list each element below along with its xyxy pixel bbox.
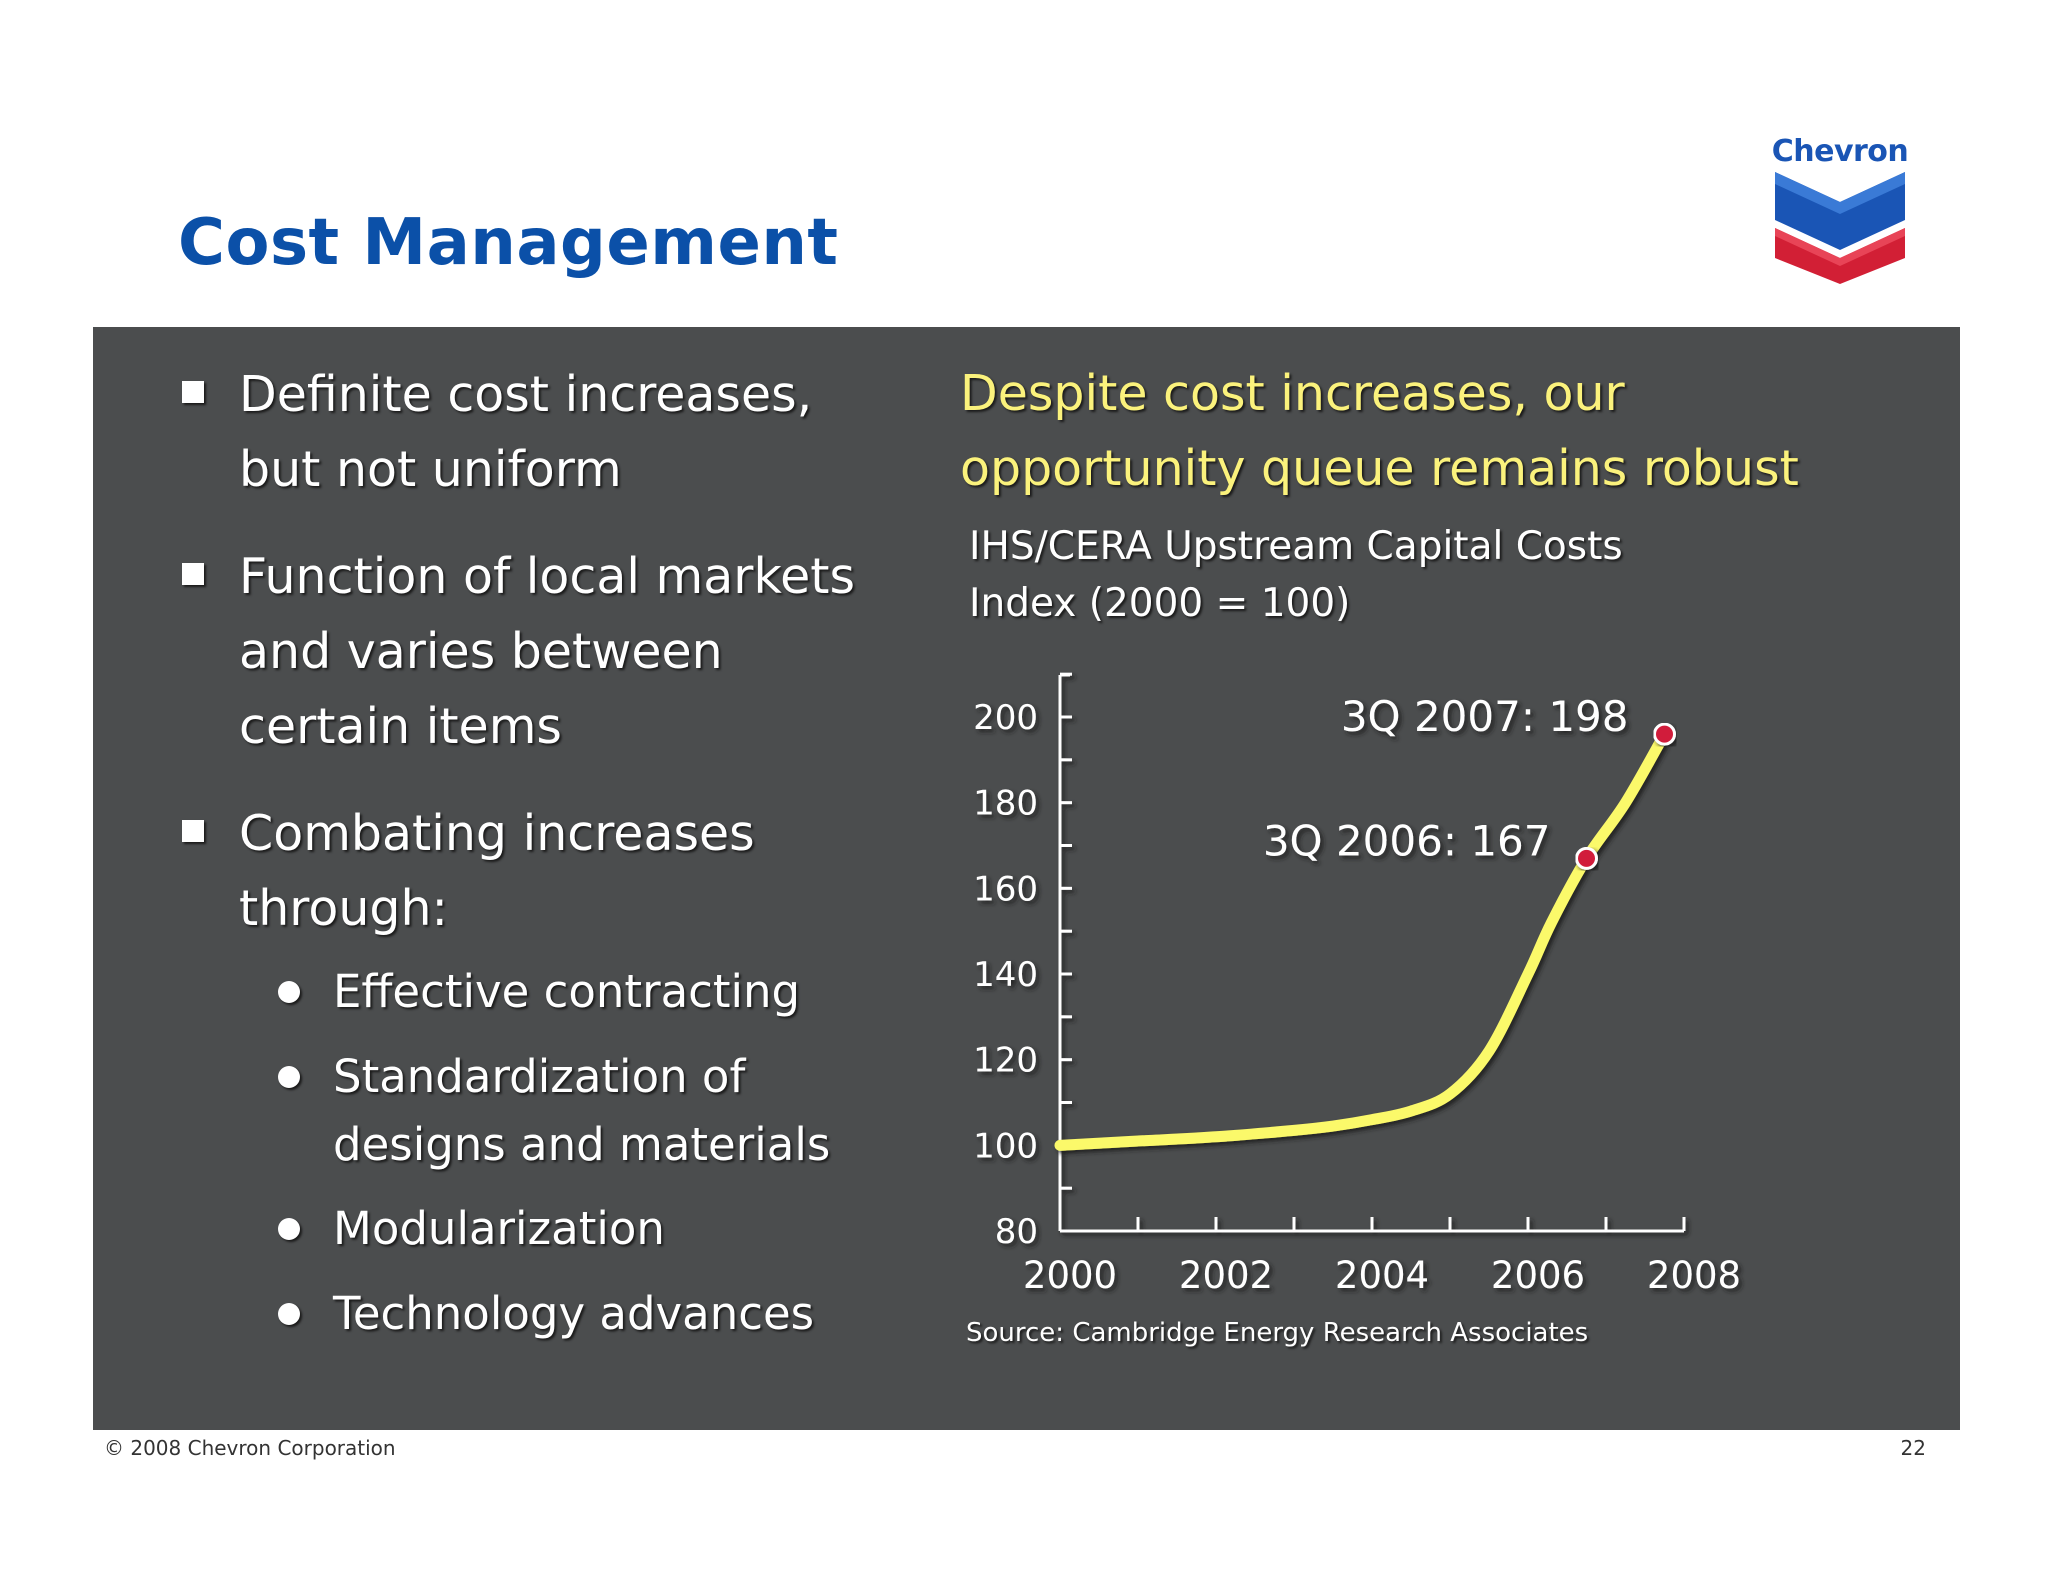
round-bullet-icon — [278, 1066, 300, 1088]
x-tick-label: 2006 — [1491, 1254, 1585, 1297]
chevron-logo: Chevron — [1765, 134, 1915, 294]
y-tick-label: 160 — [973, 869, 1038, 909]
sub-bullet-contracting: Effective contracting — [278, 958, 801, 1026]
square-bullet-icon — [182, 563, 204, 585]
y-tick-label: 120 — [973, 1041, 1038, 1081]
content-panel — [93, 327, 1960, 1430]
bullet-line: Definite cost increases, — [239, 366, 813, 423]
bullet-line: and varies between — [239, 623, 723, 680]
chart-title-line: IHS/CERA Upstream Capital Costs — [969, 524, 1623, 569]
sub-bullet-technology: Technology advances — [278, 1280, 815, 1348]
footer-copyright: © 2008 Chevron Corporation — [104, 1436, 396, 1460]
headline-line: Despite cost increases, our — [960, 365, 1625, 422]
square-bullet-icon — [182, 381, 204, 403]
y-tick-label: 180 — [973, 784, 1038, 824]
y-tick-label: 100 — [973, 1126, 1038, 1166]
round-bullet-icon — [278, 1303, 300, 1325]
sub-bullet-line: Technology advances — [333, 1287, 815, 1340]
data-point-label: 3Q 2007: 198 — [1341, 692, 1629, 741]
axis-lines — [1058, 672, 1686, 1233]
sub-bullet-line: designs and materials — [333, 1118, 831, 1171]
x-tick-label: 2000 — [1023, 1254, 1117, 1297]
bullet-line: through: — [239, 880, 449, 937]
logo-wordmark: Chevron — [1771, 134, 1909, 169]
x-tick-label: 2002 — [1179, 1254, 1273, 1297]
bullet-local-markets: Function of local markets and varies bet… — [182, 539, 855, 764]
round-bullet-icon — [278, 981, 300, 1003]
y-tick-label: 200 — [973, 698, 1038, 738]
square-bullet-icon — [182, 820, 204, 842]
data-point-marker — [1575, 846, 1598, 870]
page-number: 22 — [1900, 1436, 1926, 1460]
y-tick-label: 80 — [995, 1212, 1038, 1252]
chart-axes: 80 100 120 140 160 180 200 2000 2002 2004 2006 2008 — [973, 672, 1741, 1297]
chevron-emblem-icon — [1775, 172, 1905, 284]
y-tick-label: 140 — [973, 955, 1038, 995]
chart-source: Source: Cambridge Energy Research Associ… — [966, 1318, 1589, 1348]
chart-marks: 3Q 2007: 198 3Q 2006: 167 — [1054, 692, 1676, 1151]
sub-bullet-line: Modularization — [333, 1202, 665, 1255]
headline: Despite cost increases, our opportunity … — [960, 356, 1940, 506]
sub-bullet-line: Effective contracting — [333, 965, 801, 1018]
bullet-combating: Combating increases through: — [182, 796, 755, 946]
series-line — [1054, 728, 1670, 1151]
slide-title: Cost Management — [178, 206, 839, 280]
x-tick-label: 2004 — [1335, 1254, 1429, 1297]
data-point-marker — [1653, 722, 1676, 746]
sub-bullet-modularization: Modularization — [278, 1195, 665, 1263]
x-tick-label: 2008 — [1647, 1254, 1741, 1297]
chart-title-line: Index (2000 = 100) — [969, 581, 1351, 626]
bullet-line: but not uniform — [239, 441, 622, 498]
headline-line: opportunity queue remains robust — [960, 440, 1799, 497]
sub-bullet-standardization: Standardization of designs and materials — [278, 1043, 831, 1179]
bullet-line: Function of local markets — [239, 548, 855, 605]
sub-bullet-line: Standardization of — [333, 1050, 746, 1103]
bullet-cost-increases: Definite cost increases, but not uniform — [182, 357, 813, 507]
round-bullet-icon — [278, 1218, 300, 1240]
data-point-label: 3Q 2006: 167 — [1263, 816, 1551, 865]
bullet-line: certain items — [239, 698, 562, 755]
bullet-line: Combating increases — [239, 805, 755, 862]
chart-title: IHS/CERA Upstream Capital Costs Index (2… — [969, 518, 1869, 632]
